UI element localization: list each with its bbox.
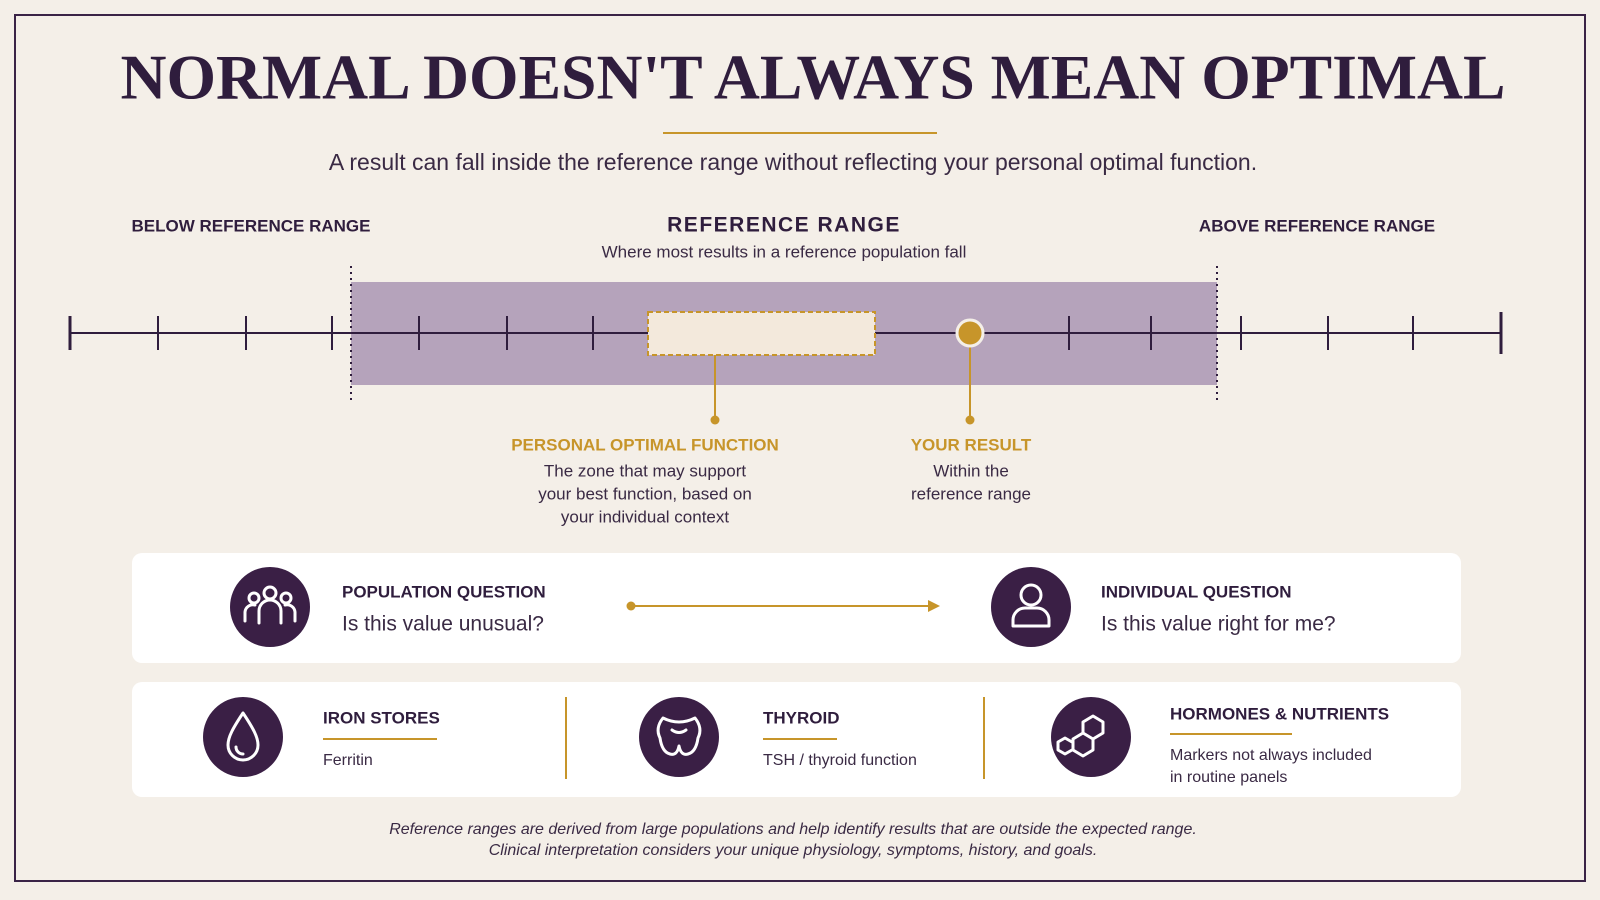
question-title: INDIVIDUAL QUESTION (1101, 582, 1291, 601)
icon-iron (203, 697, 283, 777)
callout-title: YOUR RESULT (911, 435, 1032, 454)
question-panel (132, 553, 1461, 663)
individual-glyph (1011, 583, 1051, 628)
marker-title: THYROID (763, 708, 840, 727)
marker-text: Ferritin (323, 752, 373, 769)
callout-title: PERSONAL OPTIMAL FUNCTION (511, 435, 779, 454)
marker-text: Markers not always included (1170, 747, 1372, 764)
question-title: POPULATION QUESTION (342, 582, 546, 601)
subtitle: A result can fall inside the reference r… (329, 149, 1257, 175)
question-text: Is this value unusual? (342, 613, 544, 636)
title: NORMAL DOESN'T ALWAYS MEAN OPTIMAL (121, 42, 1506, 113)
reference-subtitle: Where most results in a reference popula… (602, 242, 967, 261)
thyroid-glyph (656, 716, 702, 756)
arrow-head (928, 600, 940, 612)
callout-text: Within the (933, 461, 1009, 480)
marker-title: HORMONES & NUTRIENTS (1170, 704, 1389, 723)
callout-text: The zone that may support (544, 461, 747, 480)
marker-text: in routine panels (1170, 769, 1287, 786)
icon-population (230, 567, 310, 647)
frame (14, 14, 1586, 882)
marker-text: TSH / thyroid function (763, 752, 917, 769)
optimal-zone (647, 311, 876, 356)
question-text: Is this value right for me? (1101, 613, 1336, 636)
marker-title: IRON STORES (323, 708, 440, 727)
connector-dot (710, 415, 720, 425)
above-label: ABOVE REFERENCE RANGE (1199, 216, 1435, 235)
population-glyph (243, 585, 297, 625)
icon-thyroid (639, 697, 719, 777)
callout-text: your best function, based on (538, 484, 752, 503)
molecule-glyph (1056, 714, 1105, 758)
drop-glyph (226, 711, 260, 762)
callout-text: reference range (911, 484, 1031, 503)
result-marker (955, 318, 985, 348)
below-label: BELOW REFERENCE RANGE (132, 216, 371, 235)
footer-text: Clinical interpretation considers your u… (489, 842, 1098, 859)
connector-dot (965, 415, 975, 425)
callout-text: your individual context (561, 507, 729, 526)
footer-text: Reference ranges are derived from large … (389, 821, 1197, 838)
ticks (68, 312, 1503, 354)
reference-title: REFERENCE RANGE (667, 214, 901, 237)
